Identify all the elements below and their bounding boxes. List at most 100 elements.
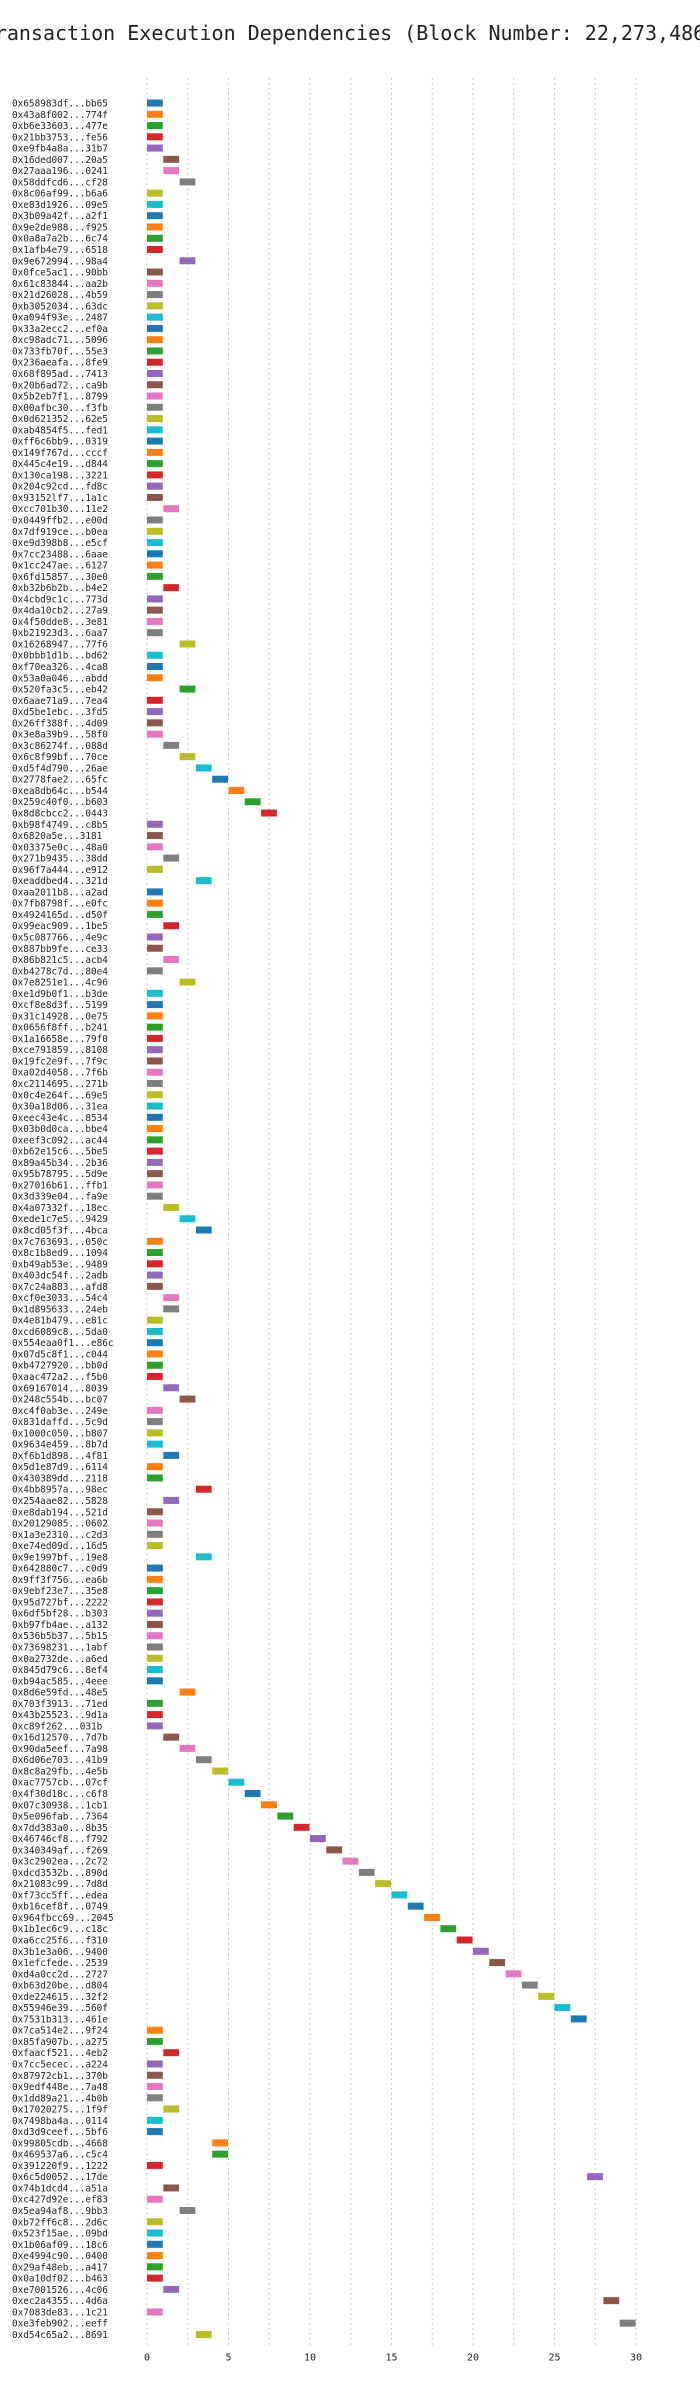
transaction-label: 0x58ddfcd6...cf28 <box>12 177 108 188</box>
transaction-label: 0x3b1e3a06...9400 <box>12 1947 108 1958</box>
transaction-label: 0x6d06e703...41b9 <box>12 1755 108 1766</box>
transaction-label: 0x89a45b34...2b36 <box>12 1158 108 1169</box>
transaction-bar <box>147 910 163 918</box>
transaction-bar <box>147 1339 163 1347</box>
x-axis-ticks: 0 5 10 15 20 25 30 <box>144 2352 642 2363</box>
transaction-bar <box>163 1305 180 1313</box>
transaction-bar <box>147 347 163 355</box>
transaction-label: 0xe4994c90...0400 <box>12 2251 108 2262</box>
transaction-label: 0x7fb8798f...e0fc <box>12 899 108 910</box>
transaction-bar <box>147 1316 163 1324</box>
transaction-label: 0xa6cc25f6...f310 <box>12 1936 108 1947</box>
transaction-bar <box>147 1677 163 1685</box>
transaction-bar <box>147 595 163 603</box>
x-tick-label: 10 <box>304 2352 316 2363</box>
transaction-bar <box>147 1418 163 1426</box>
transaction-bar <box>147 1249 163 1257</box>
transaction-bar <box>147 899 163 907</box>
transaction-bar <box>179 685 196 693</box>
transaction-bar <box>195 1756 212 1764</box>
transaction-label: 0x07c30938...1cb1 <box>12 1800 108 1811</box>
transaction-label: 0x99eac909...1be5 <box>12 921 108 932</box>
transaction-label: 0x8c06af99...b6a6 <box>12 189 108 200</box>
transaction-bar <box>505 1970 522 1978</box>
transaction-bar <box>228 1778 245 1786</box>
transaction-label: 0x8d6e59fd...48e5 <box>12 1688 108 1699</box>
transaction-label: 0x1b1ec6c9...c18c <box>12 1924 108 1935</box>
transaction-label: 0x4da10cb2...27a9 <box>12 606 108 617</box>
transaction-label: 0x6c8f99bf...70ce <box>12 752 108 763</box>
transaction-label: 0x7dd383a0...8b35 <box>12 1823 108 1834</box>
transaction-bar <box>570 2015 587 2023</box>
transaction-bar <box>163 922 180 930</box>
transaction-bar <box>147 471 163 479</box>
transaction-bar <box>147 99 163 107</box>
transaction-bar <box>147 291 163 299</box>
transaction-label: 0x1a16658e...79f0 <box>12 1034 108 1045</box>
transaction-label: 0x204c92cd...fd8c <box>12 482 108 493</box>
transaction-label: 0x4e81b479...e81c <box>12 1316 108 1327</box>
transaction-label: 0x7cc5ecec...a224 <box>12 2059 108 2070</box>
transaction-label: 0xb94ac585...4eee <box>12 1676 108 1687</box>
transaction-label: 0x4f30d18c...c6f8 <box>12 1789 108 1800</box>
transaction-bar <box>147 2229 163 2237</box>
transaction-label: 0x9ff3f756...ea6b <box>12 1575 108 1586</box>
transaction-label: 0x95d727bf...2222 <box>12 1597 108 1608</box>
transaction-bar <box>147 1023 163 1031</box>
transaction-bar <box>147 122 163 130</box>
transaction-label: 0xe3feb902...eeff <box>12 2319 108 2330</box>
transaction-bar <box>147 1361 163 1369</box>
transaction-bar <box>163 505 180 513</box>
transaction-bar <box>261 809 277 817</box>
transaction-label: 0xde224615...32f2 <box>12 1992 108 2003</box>
transaction-label: 0x33a2ecc2...ef0a <box>12 324 108 335</box>
transaction-label: 0xe1d9b0f1...b3de <box>12 989 108 1000</box>
transaction-bar <box>147 1327 163 1335</box>
transaction-bar <box>147 2240 163 2248</box>
transaction-label: 0x1d895633...24eb <box>12 1304 108 1315</box>
transaction-bar <box>163 2184 180 2192</box>
transaction-bar <box>147 1282 163 1290</box>
transaction-bar <box>147 110 163 118</box>
transaction-label: 0x887bb9fe...ce33 <box>12 944 108 955</box>
transaction-label: 0xf70ea326...4ca8 <box>12 662 108 673</box>
transaction-label: 0x1cc247ae...6127 <box>12 561 108 572</box>
transaction-bar <box>147 358 163 366</box>
transaction-label: 0x0d621352...62e5 <box>12 414 108 425</box>
transaction-label: 0x391220f9...1222 <box>12 2161 108 2172</box>
transaction-label: 0x1efcfede...2539 <box>12 1958 108 1969</box>
transaction-label: 0x4924165d...d50f <box>12 910 108 921</box>
x-tick-label: 15 <box>385 2352 397 2363</box>
transaction-bar <box>195 1553 212 1561</box>
transaction-label: 0x7083de83...1c21 <box>12 2307 108 2318</box>
transaction-label: 0x0a2732de...a6ed <box>12 1654 108 1665</box>
transaction-label: 0x5c087766...4e9c <box>12 932 108 943</box>
transaction-bar <box>163 956 180 964</box>
transaction-bar <box>147 2026 163 2034</box>
transaction-label: 0x4bb8957a...98ec <box>12 1485 108 1496</box>
transaction-label: 0xc98adc71...5096 <box>12 335 108 346</box>
transaction-label: 0xb62e15c6...5be5 <box>12 1147 108 1158</box>
transaction-bar <box>391 1891 408 1899</box>
transaction-bar <box>179 753 196 761</box>
transaction-label: 0x90da5eef...7a98 <box>12 1744 108 1755</box>
transaction-bar <box>147 2083 163 2091</box>
transaction-label: 0x658983df...bb65 <box>12 99 108 110</box>
transaction-bar <box>147 144 163 152</box>
transaction-label: 0x27016b61...ffb1 <box>12 1180 108 1191</box>
transaction-bar <box>244 1790 261 1797</box>
transaction-label: 0x69167014...8039 <box>12 1383 108 1394</box>
transaction-bar <box>147 1102 163 1110</box>
transaction-bar <box>147 1542 163 1550</box>
transaction-bar <box>147 1508 163 1516</box>
transaction-label: 0x4a07332f...18ec <box>12 1203 108 1214</box>
transaction-bar <box>147 1136 163 1144</box>
transaction-bar <box>147 2094 163 2102</box>
transaction-bar <box>163 1451 180 1459</box>
transaction-label: 0x7e8251e1...4c96 <box>12 978 108 989</box>
transaction-bar <box>342 1857 359 1865</box>
transaction-bar <box>147 1440 163 1448</box>
transaction-bar <box>277 1812 294 1820</box>
transaction-bar <box>147 2218 163 2226</box>
transaction-label: 0x3c2902ea...2c72 <box>12 1857 108 1868</box>
